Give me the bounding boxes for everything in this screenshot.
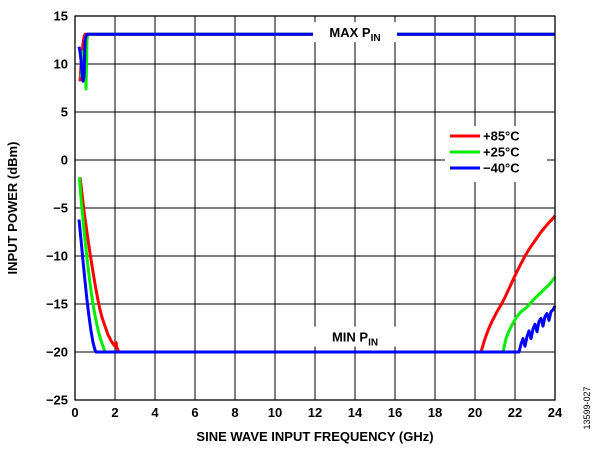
annotation-label: MIN PIN: [332, 330, 378, 349]
annotations: MAX PIN MIN PIN: [313, 22, 397, 349]
legend-label: +25°C: [483, 145, 520, 160]
y-tick-label: 10: [54, 57, 68, 72]
y-tick-label: −25: [46, 393, 68, 408]
legend-label: −40°C: [483, 161, 520, 176]
tick-labels: 0 2 4 6 8 10 12 14 16 18 20 22 24−25−20−15−10−505101…: [46, 9, 563, 421]
x-tick-label: 14: [348, 405, 363, 420]
x-tick-label: 4: [151, 405, 159, 420]
annotation-bg: [313, 326, 397, 347]
series-line-3-min: [77, 219, 557, 354]
y-tick-label: 15: [54, 9, 68, 24]
x-tick-label: 10: [268, 405, 282, 420]
x-tick-label: 2: [111, 405, 118, 420]
y-tick-label: 0: [61, 153, 68, 168]
x-tick-label: 24: [548, 405, 563, 420]
y-tick-label: −10: [46, 249, 68, 264]
y-axis-label: INPUT POWER (dBm): [5, 142, 20, 275]
x-axis-label: SINE WAVE INPUT FREQUENCY (GHz): [196, 429, 433, 444]
x-tick-label: 18: [428, 405, 442, 420]
series-lines: [77, 32, 557, 354]
annotation-bg: [313, 22, 397, 43]
annotation-label: MAX PIN: [329, 25, 380, 44]
legend: +85°C+25°C−40°C: [445, 126, 547, 182]
y-tick-label: −15: [46, 297, 68, 312]
series-line-3-max: [77, 32, 555, 83]
x-tick-label: 12: [308, 405, 322, 420]
legend-label: +85°C: [483, 129, 520, 144]
x-tick-label: 20: [468, 405, 482, 420]
y-tick-label: −20: [46, 345, 68, 360]
y-tick-label: −5: [53, 201, 68, 216]
x-tick-label: 6: [191, 405, 198, 420]
plot-frame: [74, 15, 556, 401]
x-tick-label: 0: [71, 405, 78, 420]
y-tick-label: 5: [61, 105, 68, 120]
x-tick-label: 22: [508, 405, 522, 420]
grid: [75, 16, 555, 400]
figure-id: 13599-027: [582, 386, 592, 429]
x-tick-label: 8: [231, 405, 238, 420]
x-tick-label: 16: [388, 405, 402, 420]
